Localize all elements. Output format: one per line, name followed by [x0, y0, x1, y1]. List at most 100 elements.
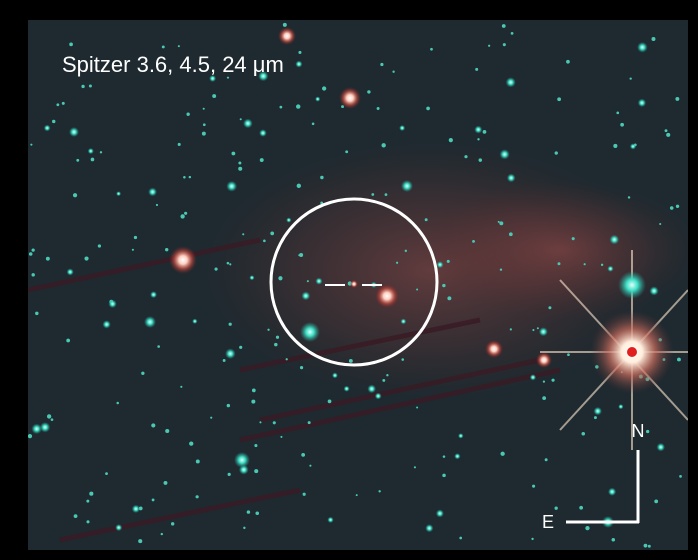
star [348, 358, 353, 363]
star [184, 211, 188, 215]
star [299, 253, 304, 257]
star [35, 311, 39, 316]
star [157, 345, 161, 348]
star [30, 143, 33, 146]
star [279, 105, 283, 109]
star [448, 138, 453, 143]
star [343, 385, 350, 392]
star [436, 261, 444, 269]
star [647, 544, 651, 548]
star [497, 220, 500, 223]
star [155, 203, 159, 207]
star [593, 406, 602, 416]
star [458, 433, 464, 439]
star [499, 268, 503, 271]
star [459, 536, 463, 540]
star [267, 328, 270, 331]
star [659, 222, 662, 226]
star [620, 122, 624, 127]
star [500, 451, 505, 456]
star [76, 158, 80, 162]
star [554, 151, 558, 155]
star [97, 244, 102, 248]
star [643, 543, 648, 548]
star [45, 256, 50, 261]
star [116, 401, 119, 405]
star [396, 261, 399, 264]
star [607, 265, 614, 272]
star [649, 286, 659, 296]
star [272, 421, 276, 425]
star [160, 532, 163, 536]
star [201, 131, 206, 136]
star [442, 455, 446, 458]
star [275, 335, 280, 339]
east-label: E [542, 512, 554, 532]
star [502, 43, 506, 47]
star [239, 118, 242, 121]
star [133, 235, 138, 240]
star [295, 60, 303, 68]
star [234, 452, 250, 468]
star [301, 452, 306, 457]
star [189, 441, 194, 446]
star [209, 74, 217, 82]
star [239, 345, 243, 349]
star [73, 514, 78, 519]
star [210, 416, 213, 419]
star [186, 112, 190, 116]
star [506, 173, 516, 183]
star [307, 421, 311, 425]
star [222, 359, 226, 362]
star [306, 280, 309, 283]
star [399, 124, 406, 132]
star [131, 248, 134, 251]
star [583, 263, 586, 266]
star [86, 499, 90, 503]
star [243, 526, 246, 530]
star [296, 183, 301, 189]
star [180, 385, 183, 388]
star [282, 22, 287, 27]
star [227, 472, 231, 476]
star [183, 176, 186, 179]
star [532, 484, 536, 488]
star [430, 47, 433, 51]
star [56, 103, 60, 107]
star [548, 306, 552, 310]
star [169, 246, 197, 274]
star [278, 27, 296, 45]
star [226, 76, 230, 79]
star [478, 158, 483, 162]
star [654, 499, 659, 504]
caption: Spitzer 3.6, 4.5, 24 μm [62, 52, 284, 77]
star [581, 432, 586, 436]
star [165, 247, 169, 252]
star [251, 399, 256, 404]
star [367, 384, 377, 394]
star [81, 84, 85, 89]
star [392, 70, 395, 73]
star [89, 491, 94, 496]
star [611, 538, 616, 542]
star [551, 378, 555, 382]
star [195, 495, 199, 499]
star [566, 59, 570, 64]
star [382, 378, 386, 382]
star [321, 86, 327, 91]
star [88, 84, 92, 88]
star [677, 357, 681, 362]
star [557, 262, 561, 266]
star [645, 429, 650, 434]
star [105, 472, 108, 476]
star [446, 259, 450, 263]
star [679, 475, 682, 478]
star [66, 338, 71, 343]
star [170, 522, 175, 526]
star [84, 256, 89, 261]
star [355, 494, 358, 497]
star [542, 396, 547, 401]
star [31, 423, 42, 435]
star [254, 444, 258, 448]
star [251, 388, 256, 393]
